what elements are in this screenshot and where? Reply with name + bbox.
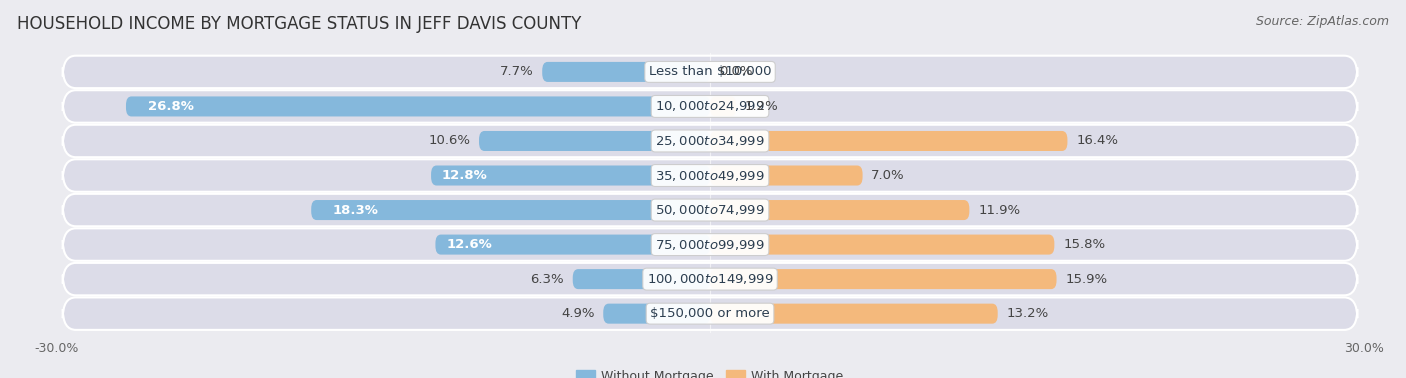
FancyBboxPatch shape bbox=[63, 159, 1357, 192]
Text: 12.6%: 12.6% bbox=[446, 238, 492, 251]
Text: 10.6%: 10.6% bbox=[429, 135, 470, 147]
FancyBboxPatch shape bbox=[603, 304, 710, 324]
FancyBboxPatch shape bbox=[63, 194, 1357, 226]
Text: 4.9%: 4.9% bbox=[561, 307, 595, 320]
Text: $25,000 to $34,999: $25,000 to $34,999 bbox=[655, 134, 765, 148]
FancyBboxPatch shape bbox=[710, 200, 969, 220]
Text: $150,000 or more: $150,000 or more bbox=[650, 307, 770, 320]
FancyBboxPatch shape bbox=[572, 269, 710, 289]
Text: 11.9%: 11.9% bbox=[979, 203, 1021, 217]
Text: $50,000 to $74,999: $50,000 to $74,999 bbox=[655, 203, 765, 217]
Text: HOUSEHOLD INCOME BY MORTGAGE STATUS IN JEFF DAVIS COUNTY: HOUSEHOLD INCOME BY MORTGAGE STATUS IN J… bbox=[17, 15, 581, 33]
Legend: Without Mortgage, With Mortgage: Without Mortgage, With Mortgage bbox=[571, 365, 849, 378]
FancyBboxPatch shape bbox=[436, 235, 710, 255]
FancyBboxPatch shape bbox=[479, 131, 710, 151]
FancyBboxPatch shape bbox=[710, 96, 737, 116]
Text: 15.9%: 15.9% bbox=[1066, 273, 1108, 286]
Text: $100,000 to $149,999: $100,000 to $149,999 bbox=[647, 272, 773, 286]
Text: 13.2%: 13.2% bbox=[1007, 307, 1049, 320]
FancyBboxPatch shape bbox=[710, 269, 1056, 289]
FancyBboxPatch shape bbox=[710, 235, 1054, 255]
Text: $35,000 to $49,999: $35,000 to $49,999 bbox=[655, 169, 765, 183]
Text: 26.8%: 26.8% bbox=[148, 100, 194, 113]
FancyBboxPatch shape bbox=[63, 125, 1357, 157]
FancyBboxPatch shape bbox=[127, 96, 710, 116]
FancyBboxPatch shape bbox=[63, 228, 1357, 261]
Text: $75,000 to $99,999: $75,000 to $99,999 bbox=[655, 238, 765, 252]
Text: 7.0%: 7.0% bbox=[872, 169, 905, 182]
Text: 16.4%: 16.4% bbox=[1076, 135, 1118, 147]
Text: 6.3%: 6.3% bbox=[530, 273, 564, 286]
Text: 1.2%: 1.2% bbox=[745, 100, 779, 113]
Text: 0.0%: 0.0% bbox=[718, 65, 752, 78]
FancyBboxPatch shape bbox=[543, 62, 710, 82]
FancyBboxPatch shape bbox=[63, 56, 1357, 88]
FancyBboxPatch shape bbox=[311, 200, 710, 220]
Text: 15.8%: 15.8% bbox=[1063, 238, 1105, 251]
Text: Source: ZipAtlas.com: Source: ZipAtlas.com bbox=[1256, 15, 1389, 28]
FancyBboxPatch shape bbox=[432, 166, 710, 186]
Text: Less than $10,000: Less than $10,000 bbox=[648, 65, 772, 78]
Text: 7.7%: 7.7% bbox=[499, 65, 533, 78]
FancyBboxPatch shape bbox=[710, 131, 1067, 151]
FancyBboxPatch shape bbox=[63, 90, 1357, 123]
Text: $10,000 to $24,999: $10,000 to $24,999 bbox=[655, 99, 765, 113]
FancyBboxPatch shape bbox=[710, 166, 862, 186]
Text: 18.3%: 18.3% bbox=[333, 203, 378, 217]
FancyBboxPatch shape bbox=[63, 263, 1357, 295]
FancyBboxPatch shape bbox=[63, 297, 1357, 330]
FancyBboxPatch shape bbox=[710, 304, 998, 324]
Text: 12.8%: 12.8% bbox=[441, 169, 488, 182]
